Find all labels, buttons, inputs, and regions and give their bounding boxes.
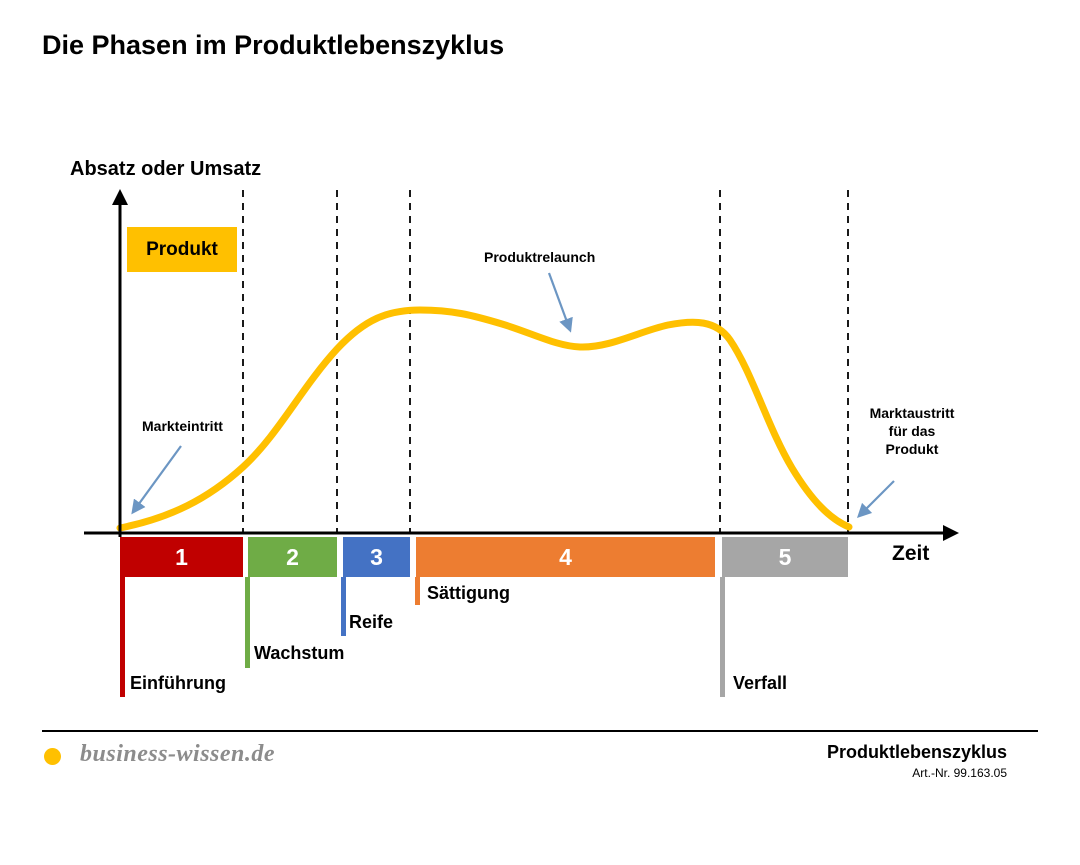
annotation-arrows [131,272,895,519]
annotation-market-exit-line3: Produkt [885,441,939,458]
x-axis-arrowhead [943,525,959,541]
footer-right: Produktlebenszyklus Art.-Nr. 99.163.05 [827,742,1007,780]
phase-bar-2: 2 [248,537,337,577]
market-entry-arrow [131,445,182,515]
phase-tick-5 [720,577,725,697]
footer-divider [42,730,1038,732]
footer-article-number: Art.-Nr. 99.163.05 [912,766,1007,780]
phase-boundary-lines [242,190,849,533]
page-title: Die Phasen im Produktlebenszyklus [42,30,505,60]
phase-label-einfuehrung: Einführung [130,673,226,693]
phase-bar-3: 3 [343,537,410,577]
phase-bar-1: 1 [120,537,243,577]
market-exit-arrow [856,480,895,519]
lifecycle-curve [116,306,853,532]
annotation-market-entry: Markteintritt [142,418,223,434]
phase-tick-3 [341,577,346,636]
phase-label-verfall: Verfall [733,673,788,693]
axes [84,203,945,537]
brand-logo-text: business-wissen.de [80,741,276,767]
product-box: Produkt [127,227,237,272]
phase-label-reife: Reife [349,612,394,632]
footer-document-title: Produktlebenszyklus [826,742,1007,762]
y-axis-label: Absatz oder Umsatz [70,158,262,180]
phase-number-3: 3 [370,543,383,570]
phase-number-1: 1 [175,543,188,570]
product-box-label: Produkt [146,238,218,260]
annotation-market-exit-line2: für das [888,423,936,440]
phase-bar-4: 4 [416,537,715,577]
phase-label-wachstum: Wachstum [254,643,345,663]
annotation-market-exit: Marktaustritt für das Produkt [852,404,972,459]
brand-dot-icon [44,748,61,765]
y-axis-arrowhead [112,189,128,205]
phase-tick-1 [120,577,125,697]
annotation-relaunch: Produktrelaunch [484,249,596,265]
phase-number-4: 4 [559,543,572,570]
x-axis-label: Zeit [892,542,930,565]
phase-label-saettigung: Sättigung [427,583,510,603]
phase-tick-2 [245,577,250,668]
phase-bar-5: 5 [722,537,848,577]
annotation-market-exit-line1: Marktaustritt [869,405,955,421]
relaunch-arrow [547,272,573,333]
phase-tick-4 [415,577,420,605]
phase-number-5: 5 [778,543,792,570]
phase-number-2: 2 [286,543,299,570]
